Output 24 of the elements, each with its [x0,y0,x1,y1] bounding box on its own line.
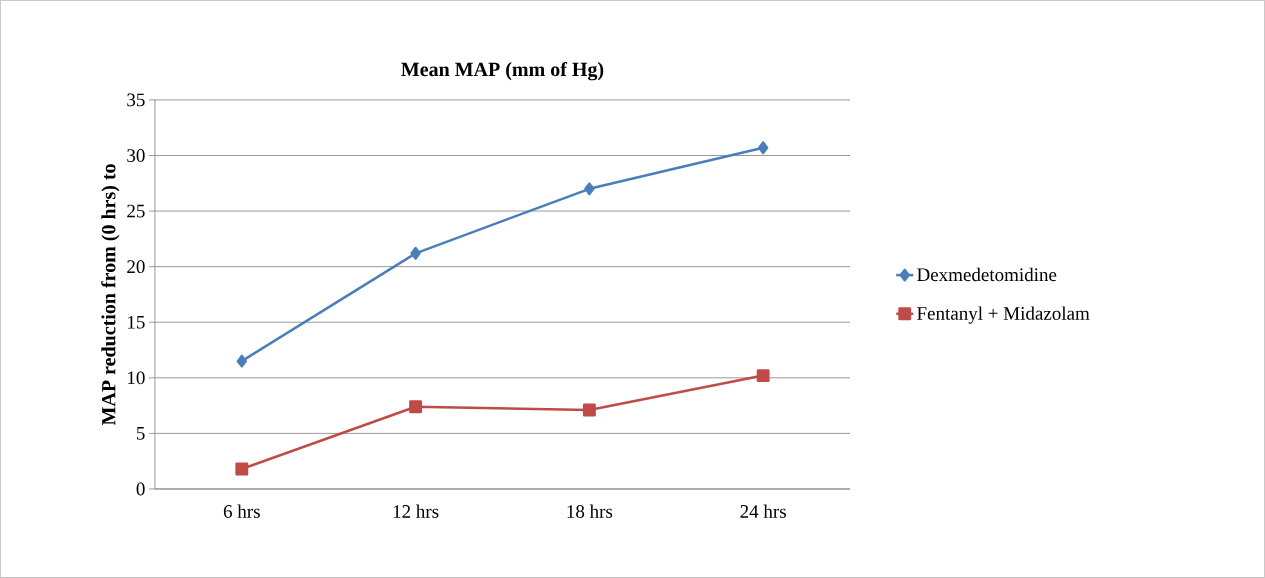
point [758,141,769,155]
y-tick-label: 0 [136,482,145,496]
y-tick-label: 25 [127,204,145,218]
point [582,403,596,417]
chart-title: Mean MAP (mm of Hg) [401,61,604,81]
x-tick-label: 12 hrs [393,504,439,518]
y-tick-label: 20 [127,260,145,274]
point [584,182,595,196]
point [756,369,770,383]
y-tick-label: 10 [128,371,145,385]
legend-label: Dexmedetomidine [917,267,1057,282]
point [410,246,421,260]
point [409,400,423,414]
legend-label: Fentanyl + Midazolam [917,306,1090,324]
point [235,462,249,476]
y-tick-label: 30 [127,149,145,162]
y-tick-label: 15 [128,315,145,329]
y-axis-title: MAP reduction from (0 hrs) to [101,164,120,426]
x-tick-label: 24 hrs [740,504,786,518]
x-tick-label: 6 hrs [223,504,260,518]
x-tick-label: 18 hrs [567,504,613,518]
y-tick-label: 5 [136,427,145,440]
point [236,354,247,368]
y-tick-label: 35 [127,93,145,107]
